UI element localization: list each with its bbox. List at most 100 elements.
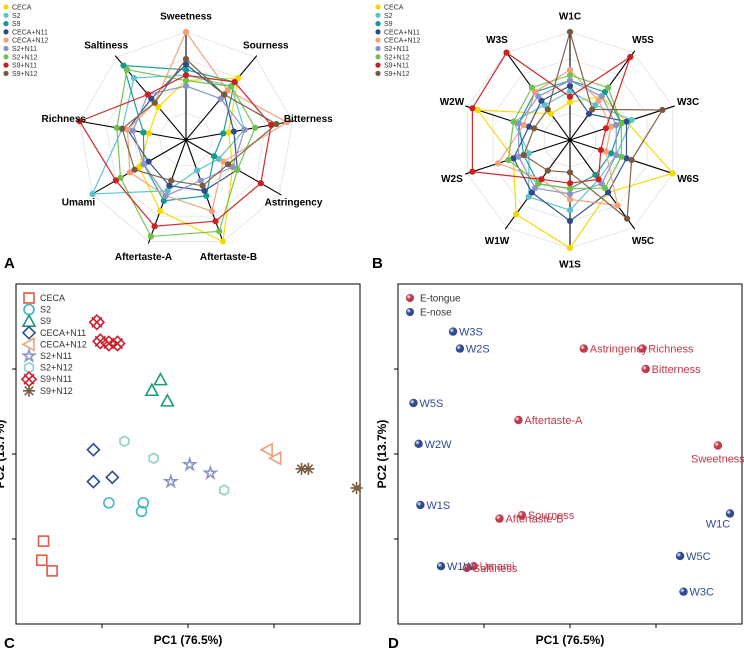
legend-label-s9-n11: S9+N11: [384, 63, 409, 70]
legend-label-s2: S2: [384, 13, 393, 20]
radar-axis-label-w1w: W1W: [485, 236, 510, 247]
radar-point-ceca-n12-w3s: [531, 88, 539, 96]
radar-point-s2-w1w: [525, 193, 532, 200]
radar-point-s9-n11-sourness: [231, 78, 238, 86]
radar-point-s2-n12-w1c: [566, 72, 574, 79]
legend-marker-s2-n12: [375, 54, 381, 60]
legend-marker-s9-n12: [3, 70, 9, 76]
radar-point-s2-n11-w5c: [598, 180, 605, 187]
radar-point-s2-n12-w2w: [510, 118, 517, 125]
radar-point-ceca-n11-w5c: [604, 189, 612, 196]
radar-point-s2-n11-richness: [129, 127, 136, 134]
loading-label-w3c: W3C: [690, 587, 715, 599]
legend-marker-s2-n11: [3, 45, 9, 52]
loading-label-bitterness: Bitterness: [652, 364, 701, 376]
legend-marker-s2-n12: [3, 54, 9, 60]
loading-label-saltiness: Saltiness: [473, 563, 518, 575]
radar-point-s2-w3s: [541, 101, 548, 109]
radar-point-s9-n11-w5c: [595, 176, 602, 183]
score-point-s2-2: [137, 497, 150, 509]
radar-point-s2-astringency: [215, 155, 222, 162]
loading-label-w2w: W2W: [425, 439, 453, 451]
radar-point-ceca-sourness: [234, 74, 242, 82]
radar-series-s2-n12: [116, 68, 256, 238]
loading-label-richness: Richness: [648, 344, 694, 356]
legend-marker-ceca: [375, 4, 381, 10]
radar-point-ceca-n12-astringency: [220, 158, 227, 165]
radar-axis-label-w3c: W3C: [677, 97, 699, 108]
legend-marker-s2: [23, 303, 35, 316]
radar-point-s9-n12-w3s: [544, 106, 551, 113]
loading-point-sourness: [517, 511, 527, 520]
radar-axis-label-saltiness: Saltiness: [84, 40, 128, 51]
radar-series-s9-n12: [121, 58, 278, 187]
radar-point-s2-n12-w1s: [566, 185, 574, 192]
radar-point-s9-n12-w1s: [566, 169, 574, 176]
radar-point-s2-n12-w3c: [618, 120, 625, 127]
radar-axis-label-w1c: W1C: [559, 11, 581, 22]
legend-label-ceca-n11: CECA+N11: [12, 29, 48, 36]
radar-point-s9-n12-sourness: [221, 91, 228, 98]
radar-point-ceca-richness: [145, 130, 152, 137]
legend-marker-s9-n11: [20, 370, 38, 388]
radar-point-s2-w3c: [628, 116, 635, 124]
radar-point-s2-n11-w5s: [598, 93, 605, 100]
radar-point-s2-n11-astringency: [229, 163, 236, 171]
x-axis-title: PC1 (76.5%): [536, 633, 605, 647]
radar-point-s2-n12-w1w: [535, 180, 542, 187]
panel-a-radar-plot: Sweetness Sourness Bitterness Astringency Af…: [41, 11, 333, 263]
radar-point-s9-n12-bitterness: [273, 120, 280, 128]
score-point-s9-n12-2-spoke: [303, 464, 314, 474]
legend-marker-s9: [375, 21, 381, 27]
loading-point-w2s: [455, 344, 465, 353]
radar-point-ceca-w6s: [669, 170, 676, 177]
panel-letter-c: C: [4, 635, 15, 652]
radar-series-s2: [91, 74, 246, 195]
score-point-s9-n11-1: [88, 314, 106, 331]
radar-axis-label-sweetness: Sweetness: [160, 11, 212, 22]
legend-marker-ceca: [3, 4, 9, 10]
loading-point-w3c: [679, 587, 688, 596]
radar-point-ceca-n12-aftertaste-b: [208, 207, 215, 215]
radar-point-s2-aftertaste-a: [164, 187, 171, 194]
legend-label-s2-n12: S2+N12: [40, 363, 73, 373]
radar-point-s9-n12-aftertaste-b: [199, 182, 206, 189]
radar-point-s2-n11-aftertaste-b: [197, 177, 204, 184]
radar-point-s9-w5c: [592, 171, 599, 179]
radar-point-ceca-n12-w6s: [602, 148, 610, 155]
legend-label-e-nose: E-nose: [420, 308, 452, 319]
loading-label-w3s: W3S: [459, 327, 483, 339]
legend-label-s2: S2: [12, 13, 21, 20]
legend-label-ceca-n12: CECA+N12: [384, 38, 420, 45]
loading-label-astringency: Astringency: [590, 344, 648, 356]
radar-point-s9-n11-astringency: [257, 180, 264, 187]
legend-marker-s2: [3, 12, 9, 18]
radar-point-ceca-n11-w5s: [585, 110, 593, 117]
radar-point-s2-n11-sweetness: [182, 82, 190, 90]
radar-point-s2-n11-w2w: [515, 120, 522, 127]
radar-point-s2-n11-aftertaste-a: [162, 192, 169, 199]
legend-marker-s9-n11: [3, 62, 9, 68]
legend-label-s9: S9: [384, 21, 393, 28]
radar-series-ceca: [138, 77, 239, 243]
radar-axis-label-w1s: W1S: [559, 260, 581, 271]
legend-marker-s9: [21, 313, 37, 328]
radar-series-ceca-n12: [126, 30, 289, 212]
score-point-ceca-3: [46, 565, 58, 577]
legend-label-s2: S2: [40, 305, 51, 315]
radar-point-s9-n11-w2w: [469, 105, 476, 112]
radar-axis-label-astringency: Astringency: [265, 198, 323, 209]
radar-point-ceca-n12-w5s: [595, 97, 602, 104]
radar-point-s9-n12-w2s: [520, 151, 527, 159]
radar-point-ceca-w2w: [474, 106, 481, 114]
legend-marker-s2-n11: [375, 45, 381, 52]
radar-point-s9-n12-aftertaste-a: [168, 177, 175, 184]
radar-point-ceca-n12-w2s: [495, 160, 502, 167]
loading-point-umami: [469, 562, 478, 571]
radar-point-s9-w5s: [601, 88, 609, 96]
loading-label-w1c: W1C: [706, 519, 731, 531]
radar-axis-label-sourness: Sourness: [243, 40, 289, 51]
radar-axis-label-umami: Umami: [62, 198, 96, 209]
